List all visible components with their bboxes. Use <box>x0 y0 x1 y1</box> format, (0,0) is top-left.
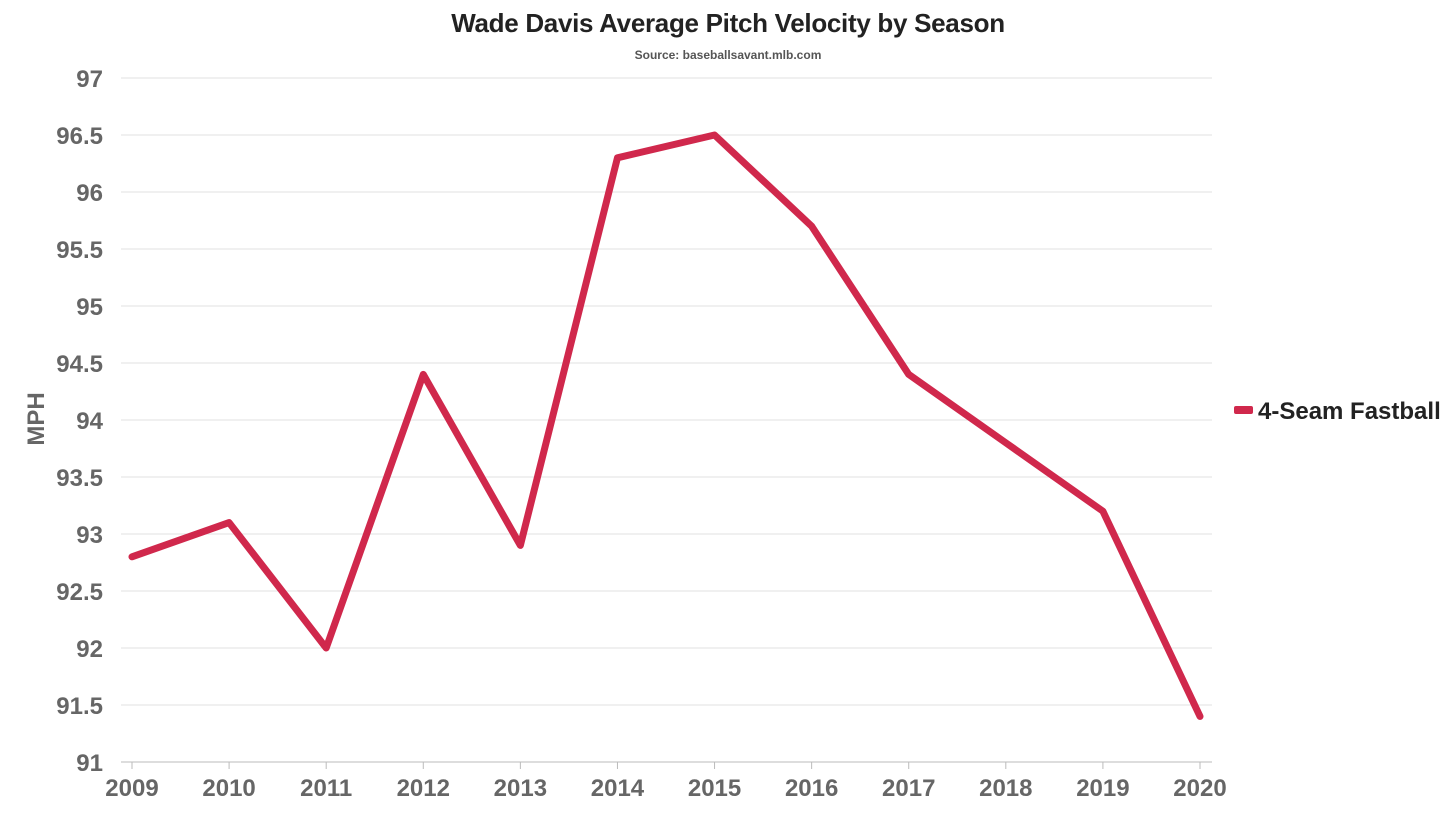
y-tick-label: 91.5 <box>56 693 103 720</box>
y-tick-label: 96.5 <box>56 123 103 150</box>
x-axis: 2009 2010 2011 2012 2013 2014 2015 2016 2017 2018… <box>105 761 1227 802</box>
x-tick-label: 2017 <box>882 775 935 802</box>
x-tick-label: 2016 <box>785 775 838 802</box>
y-tick-label: 94.5 <box>56 351 103 378</box>
y-tick-label: 91 <box>76 750 103 777</box>
y-tick-label: 92 <box>76 636 103 663</box>
y-tick-label: 92.5 <box>56 579 103 606</box>
x-tick-label: 2020 <box>1173 775 1226 802</box>
y-axis-label: MPH <box>23 392 50 445</box>
y-tick-label: 94 <box>76 408 103 435</box>
legend: 4-Seam Fastball <box>1234 398 1441 425</box>
x-tick-label: 2009 <box>105 775 158 802</box>
x-tick-label: 2010 <box>202 775 255 802</box>
y-tick-label: 96 <box>76 180 103 207</box>
legend-label: 4-Seam Fastball <box>1258 398 1441 425</box>
y-tick-label: 93 <box>76 522 103 549</box>
y-tick-label: 95 <box>76 294 103 321</box>
x-tick-label: 2014 <box>591 775 645 802</box>
x-tick-label: 2015 <box>688 775 741 802</box>
x-tick-label: 2011 <box>300 775 352 802</box>
x-tick-label: 2018 <box>979 775 1032 802</box>
y-tick-label: 95.5 <box>56 237 103 264</box>
y-tick-label: 93.5 <box>56 465 103 492</box>
chart-subtitle: Source: baseballsavant.mlb.com <box>634 48 822 62</box>
y-axis: 91 91.5 92 92.5 93 93.5 94 94.5 95 95.5 96 96.5 97 <box>56 66 103 777</box>
x-tick-label: 2019 <box>1076 775 1129 802</box>
series <box>128 131 1204 720</box>
series-line <box>128 131 1204 720</box>
x-tick-label: 2013 <box>494 775 547 802</box>
x-tick-label: 2012 <box>397 775 450 802</box>
chart-title: Wade Davis Average Pitch Velocity by Sea… <box>451 8 1005 38</box>
gridlines <box>121 77 1212 706</box>
legend-swatch <box>1234 406 1253 414</box>
y-tick-label: 97 <box>76 66 103 93</box>
